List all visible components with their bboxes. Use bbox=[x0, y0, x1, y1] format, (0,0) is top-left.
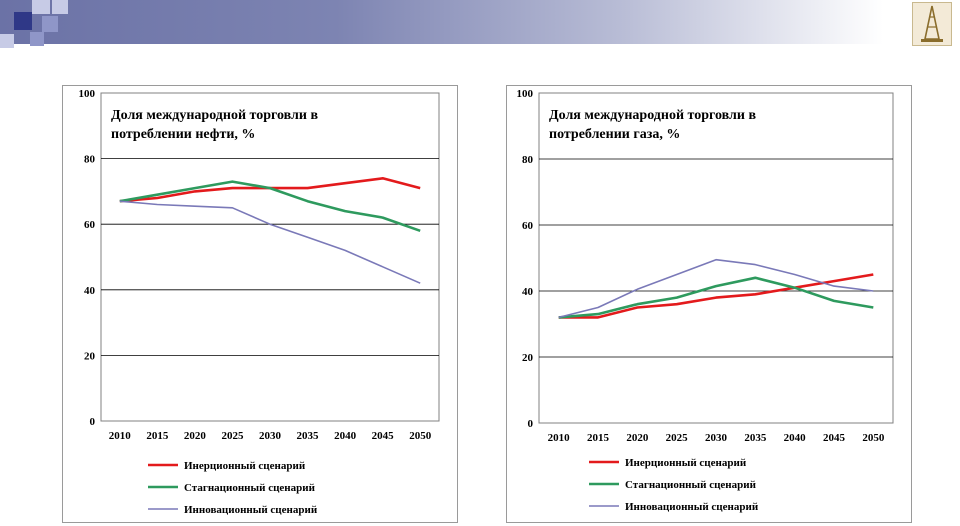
oil-y-tick-label: 100 bbox=[79, 88, 96, 100]
decorative-squares bbox=[0, 0, 80, 60]
gas-legend-label: Стагнационный сценарий bbox=[625, 479, 757, 491]
gas-x-tick-label: 2030 bbox=[705, 432, 728, 444]
gas-x-tick-label: 2025 bbox=[666, 432, 689, 444]
gas-chart-title: потреблении газа, % bbox=[549, 127, 680, 142]
oil-legend-label: Стагнационный сценарий bbox=[184, 482, 316, 494]
oil-x-tick-label: 2030 bbox=[259, 430, 282, 442]
oil-chart-title: потреблении нефти, % bbox=[111, 127, 255, 142]
oil-x-tick-label: 2020 bbox=[184, 430, 207, 442]
gas-y-tick-label: 80 bbox=[522, 154, 534, 166]
oil-y-tick-label: 0 bbox=[90, 416, 96, 428]
oil-x-tick-label: 2045 bbox=[372, 430, 395, 442]
oil-x-tick-label: 2025 bbox=[221, 430, 244, 442]
gas-x-tick-label: 2045 bbox=[823, 432, 846, 444]
oil-y-tick-label: 60 bbox=[84, 219, 96, 231]
gas-y-tick-label: 60 bbox=[522, 220, 534, 232]
gas-y-tick-label: 0 bbox=[528, 418, 534, 430]
oil-x-tick-label: 2010 bbox=[109, 430, 131, 442]
gas-series-line-3 bbox=[558, 258, 874, 319]
gas-trade-chart-panel: 0 20 40 60 80 100 2010 2015 2020 2025 2030 2035 2040… bbox=[506, 85, 912, 523]
gas-chart-title: Доля международной торговли в bbox=[549, 108, 756, 123]
oil-x-tick-label: 2035 bbox=[297, 430, 320, 442]
oil-x-tick-label: 2050 bbox=[409, 430, 432, 442]
gas-x-tick-label: 2050 bbox=[862, 432, 885, 444]
oil-derrick-icon bbox=[912, 2, 952, 46]
oil-legend-label: Инерционный сценарий bbox=[184, 460, 306, 472]
gas-x-tick-label: 2010 bbox=[548, 432, 571, 444]
gas-legend-label: Инновационный сценарий bbox=[625, 501, 759, 513]
oil-y-tick-label: 20 bbox=[84, 350, 96, 362]
oil-series-line-3 bbox=[119, 200, 421, 284]
oil-x-tick-label: 2040 bbox=[334, 430, 357, 442]
gas-series-line-1 bbox=[558, 273, 874, 319]
gas-legend-label: Инерционный сценарий bbox=[625, 457, 747, 469]
oil-legend-label: Инновационный сценарий bbox=[184, 504, 318, 516]
gas-plot-frame bbox=[538, 92, 894, 424]
gas-y-tick-label: 100 bbox=[517, 88, 534, 100]
oil-trade-chart-panel: 0 20 40 60 80 100 2010 2015 2020 2025 2030 2035 2040… bbox=[62, 85, 458, 523]
oil-y-tick-label: 80 bbox=[84, 154, 96, 166]
gas-x-tick-label: 2035 bbox=[744, 432, 767, 444]
header-banner bbox=[0, 0, 960, 44]
oil-series-line-2 bbox=[119, 180, 421, 233]
gas-x-tick-label: 2020 bbox=[626, 432, 649, 444]
oil-series-line-1 bbox=[119, 177, 421, 203]
gas-series-line-2 bbox=[558, 276, 874, 319]
oil-y-tick-label: 40 bbox=[84, 285, 96, 297]
oil-x-tick-label: 2015 bbox=[146, 430, 169, 442]
gas-y-tick-label: 40 bbox=[522, 286, 534, 298]
gas-x-tick-label: 2015 bbox=[587, 432, 610, 444]
oil-plot-frame bbox=[100, 92, 440, 422]
gas-y-tick-label: 20 bbox=[522, 352, 534, 364]
oil-chart-title: Доля международной торговли в bbox=[111, 108, 318, 123]
gas-x-tick-label: 2040 bbox=[784, 432, 807, 444]
